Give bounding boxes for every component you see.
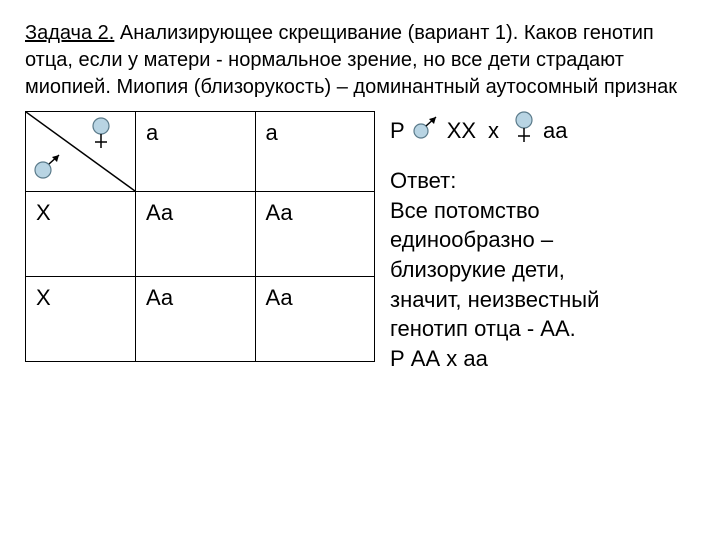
top-gamete-cell: а (255, 112, 375, 192)
female-icon (87, 116, 115, 156)
offspring-cell: Аа (255, 192, 375, 277)
answer-line: единообразно – (390, 225, 695, 255)
main-content: а а Х Аа Аа Х Аа Аа Р (25, 111, 695, 374)
left-gamete-cell: Х (26, 277, 136, 362)
male-icon (411, 115, 441, 147)
title-rest: Анализирующее скрещивание (вариант 1). К… (25, 22, 677, 98)
male-icon (32, 153, 64, 187)
answer-line: генотип отца - АА. (390, 314, 695, 344)
female-icon (511, 111, 537, 151)
answer-block: Ответ: Все потомство единообразно – близ… (390, 166, 695, 374)
corner-cell (26, 112, 136, 192)
cross-x: х (488, 118, 499, 144)
problem-title: Задача 2. Анализирующее скрещивание (вар… (25, 20, 695, 101)
punnett-square-container: а а Х Аа Аа Х Аа Аа (25, 111, 375, 374)
left-gamete-cell: Х (26, 192, 136, 277)
answer-label: Ответ: (390, 166, 695, 196)
offspring-cell: Аа (255, 277, 375, 362)
offspring-cell: Аа (136, 277, 256, 362)
punnett-square: а а Х Аа Аа Х Аа Аа (25, 111, 375, 362)
answer-line: значит, неизвестный (390, 285, 695, 315)
offspring-cell: Аа (136, 192, 256, 277)
answer-line: Р АА х аа (390, 344, 695, 374)
top-gamete-cell: а (136, 112, 256, 192)
right-panel: Р ХХ х аа Ответ: Все потомств (375, 111, 695, 374)
title-prefix: Задача 2. (25, 22, 114, 44)
mother-genotype: аа (543, 118, 567, 144)
father-genotype: ХХ (447, 118, 476, 144)
p-label: Р (390, 118, 405, 144)
answer-line: близорукие дети, (390, 255, 695, 285)
answer-line: Все потомство (390, 196, 695, 226)
parental-cross: Р ХХ х аа (390, 111, 695, 151)
